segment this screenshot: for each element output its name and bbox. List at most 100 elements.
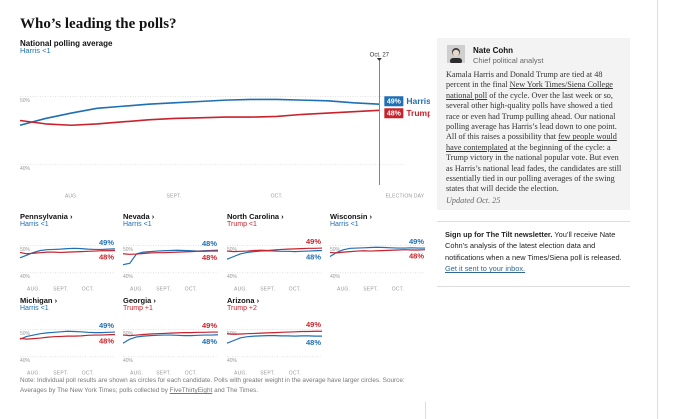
x-tick-label: AUG.	[27, 286, 40, 292]
end-label: 48%	[306, 252, 321, 261]
y-tick-label: 50%	[123, 247, 134, 253]
chart-subtitle: Harris <1	[20, 221, 49, 228]
text: Kamala Harris and Donald Trump are tied …	[446, 70, 603, 90]
divider	[425, 402, 426, 419]
end-label: 49%	[202, 321, 217, 330]
x-tick-label: OCT.	[82, 286, 94, 292]
end-label: 48%	[99, 252, 114, 261]
y-tick-label: 40%	[227, 358, 238, 364]
chart-subtitle: Harris <1	[330, 221, 359, 228]
series-line	[19, 249, 116, 255]
text: Sign up for The Tilt newsletter.	[445, 230, 553, 239]
x-tick-label: SEPT.	[260, 286, 275, 292]
text: You’ll receive Nate Cohn’s analysis of t…	[445, 230, 622, 262]
analyst-name: Nate Cohn	[473, 46, 513, 55]
updated: Updated Oct. 25	[446, 195, 501, 205]
x-tick-label: OCT.	[185, 286, 197, 292]
x-tick-label: OCT.	[185, 370, 197, 376]
series-line	[226, 247, 323, 253]
series-line	[329, 249, 426, 254]
text: Note: Individual poll results are shown …	[20, 377, 405, 394]
x-tick-label: AUG.	[130, 370, 143, 376]
x-tick-label: SEPT.	[167, 193, 182, 199]
annotation-marker	[376, 58, 382, 61]
link[interactable]: Get it sent to your inbox.	[445, 264, 526, 274]
legend-label: Harris	[406, 96, 430, 106]
y-tick-label: 40%	[330, 274, 341, 280]
chart-title: Wisconsin ›	[330, 212, 373, 221]
annotation: Oct. 27	[370, 53, 390, 59]
text: of the cycle. Over the last week or so, …	[446, 90, 617, 142]
end-label: 48%	[202, 337, 217, 346]
analyst-card: Nate Cohn Chief political analyst Kamala…	[437, 38, 630, 210]
chart-subtitle: Trump +1	[123, 305, 153, 312]
y-tick-label: 40%	[20, 166, 31, 172]
x-tick-label: AUG.	[27, 370, 40, 376]
x-tick-label: AUG.	[234, 370, 247, 376]
legend-label: Trump	[406, 108, 430, 118]
series-line	[19, 330, 116, 340]
y-tick-label: 40%	[20, 358, 31, 364]
x-tick-label: OCT.	[82, 370, 94, 376]
end-label: 48%	[202, 239, 217, 248]
end-label: 49%	[306, 237, 321, 246]
end-label: 49%	[409, 237, 424, 246]
link[interactable]: FiveThirtyEight	[169, 387, 213, 394]
x-tick-label: SEPT.	[156, 370, 171, 376]
end-label-box	[384, 108, 404, 119]
chart-title: Nevada ›	[123, 212, 155, 221]
x-tick-label: OCT.	[289, 370, 301, 376]
chart-subtitle: Harris <1	[123, 221, 152, 228]
y-tick-label: 50%	[20, 98, 31, 104]
series-line	[19, 247, 116, 259]
x-tick-label: OCT.	[271, 193, 283, 199]
divider	[437, 221, 630, 222]
page-edge	[657, 0, 658, 419]
text: and The Times.	[212, 387, 259, 394]
x-tick-label: AUG.	[234, 286, 247, 292]
series-line	[19, 333, 116, 340]
x-tick-label: SEPT.	[260, 370, 275, 376]
y-tick-label: 50%	[123, 331, 134, 337]
series-line	[226, 330, 322, 335]
avatar	[447, 45, 465, 63]
series-line	[19, 98, 380, 127]
y-tick-label: 50%	[20, 331, 31, 337]
analyst-role: Chief political analyst	[473, 56, 544, 65]
headline: Who’s leading the polls?	[20, 16, 177, 32]
end-label: 48%	[306, 338, 321, 347]
newsletter: Sign up for The Tilt newsletter. You’ll …	[445, 229, 635, 275]
chart-title: North Carolina ›	[227, 212, 284, 221]
divider	[437, 286, 630, 287]
x-tick-label: ELECTION DAY	[386, 193, 425, 199]
chart-title: National polling average	[20, 39, 113, 48]
series-line	[19, 109, 380, 127]
y-tick-label: 40%	[227, 274, 238, 280]
chart-title: Pennsylvania ›	[20, 212, 73, 221]
end-label: 48%	[409, 252, 424, 261]
end-label: 48%	[387, 111, 402, 118]
y-tick-label: 40%	[123, 274, 134, 280]
series-line	[329, 246, 425, 258]
x-tick-label: SEPT.	[363, 286, 378, 292]
note: Note: Individual poll results are shown …	[20, 376, 420, 396]
x-tick-label: OCT.	[289, 286, 301, 292]
chart-title: Arizona ›	[227, 296, 260, 305]
chart-subtitle: Trump +2	[227, 305, 257, 312]
link[interactable]: New York Times/Siena College national po…	[446, 80, 613, 100]
link[interactable]: few people would have contemplated	[446, 132, 617, 152]
series-line	[122, 331, 218, 337]
series-line	[226, 335, 322, 344]
end-label: 49%	[387, 99, 402, 106]
chart-subtitle: Harris <1	[20, 46, 51, 55]
x-tick-label: SEPT.	[53, 286, 68, 292]
text: at the beginning of the cycle: a Trump v…	[446, 142, 622, 194]
chart-title: Georgia ›	[123, 296, 156, 305]
y-tick-label: 50%	[330, 247, 341, 253]
chart-subtitle: Harris <1	[20, 305, 49, 312]
x-tick-label: AUG.	[337, 286, 350, 292]
end-label: 49%	[99, 321, 114, 330]
x-tick-label: AUG.	[130, 286, 143, 292]
x-tick-label: AUG.	[65, 193, 78, 199]
